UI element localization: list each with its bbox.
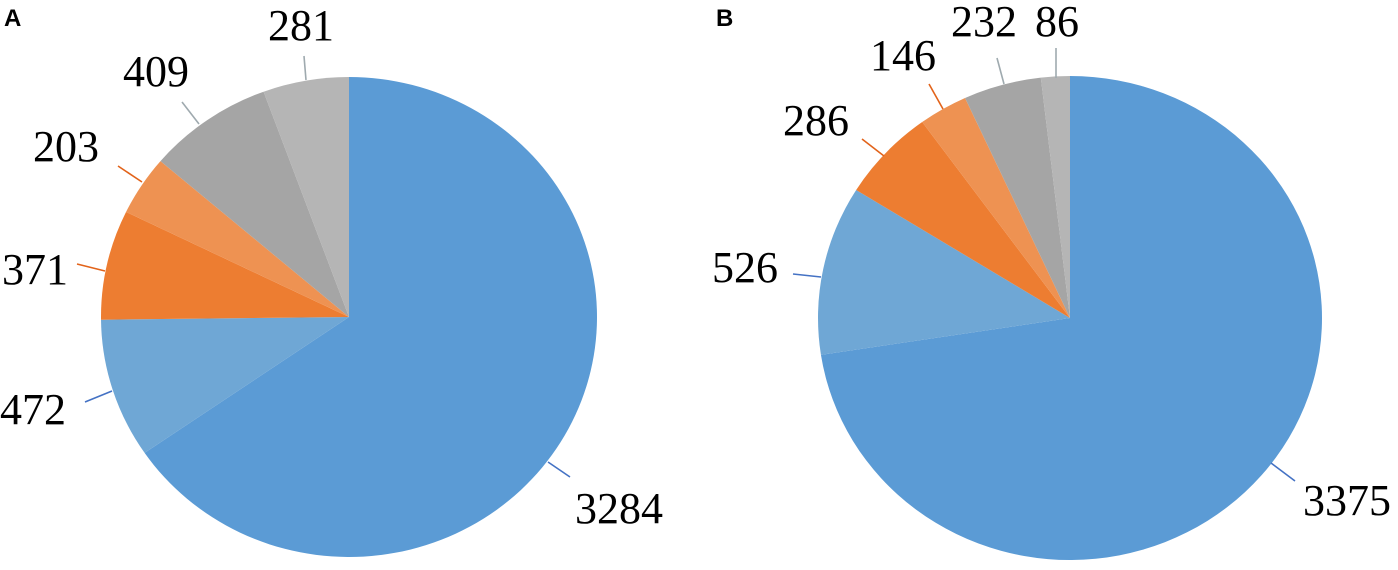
data-label: 3375 bbox=[1303, 476, 1391, 525]
data-label: 203 bbox=[33, 122, 99, 171]
pie-slice-286 bbox=[856, 122, 1070, 318]
pie-slice-232 bbox=[965, 77, 1070, 318]
pie-slice-409 bbox=[160, 91, 349, 317]
pie-slice-203 bbox=[126, 161, 350, 317]
panel-label-b: B bbox=[716, 5, 733, 32]
pie-slice-371 bbox=[100, 211, 349, 320]
data-label: 371 bbox=[2, 245, 68, 294]
data-label: 286 bbox=[783, 96, 849, 145]
leader-line bbox=[928, 83, 944, 110]
leader-line bbox=[181, 101, 200, 125]
data-label: 526 bbox=[712, 243, 778, 292]
pie-slice-281 bbox=[263, 77, 349, 317]
leader-line bbox=[84, 390, 113, 403]
pie-slice-86 bbox=[1040, 76, 1070, 318]
leader-line bbox=[792, 273, 822, 278]
data-label: 86 bbox=[1035, 0, 1079, 46]
data-label: 409 bbox=[123, 47, 189, 96]
pie-panel-b: 3375 526 286 146 232 86 B bbox=[712, 0, 1391, 561]
pie-slice-472 bbox=[101, 317, 349, 453]
data-label: 3284 bbox=[575, 484, 663, 533]
panel-label-a: A bbox=[4, 5, 21, 32]
data-label: 472 bbox=[0, 385, 66, 434]
pie-slice-3375 bbox=[820, 76, 1322, 561]
leader-line bbox=[996, 57, 1005, 85]
pie-panel-a: 3284 472 371 203 409 281 A bbox=[0, 1, 663, 557]
data-label: 281 bbox=[268, 1, 334, 50]
leader-line bbox=[117, 165, 143, 183]
leader-line bbox=[303, 55, 307, 81]
pie-slice-3284 bbox=[144, 77, 597, 557]
leader-line bbox=[76, 263, 106, 272]
leader-line bbox=[1270, 462, 1296, 482]
pie-slice-146 bbox=[922, 97, 1070, 318]
leader-line bbox=[861, 138, 885, 157]
leader-line bbox=[547, 461, 571, 478]
data-label: 146 bbox=[870, 31, 936, 80]
data-label: 232 bbox=[951, 0, 1017, 46]
pie-slice-526 bbox=[818, 189, 1070, 355]
